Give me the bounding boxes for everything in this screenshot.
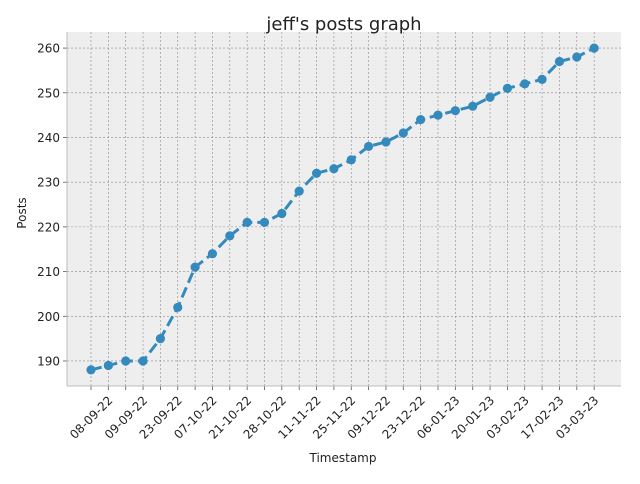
data-point — [554, 56, 565, 67]
data-point — [242, 217, 252, 228]
chart-title: jeff's posts graph — [265, 14, 421, 35]
grid — [67, 32, 621, 386]
y-tick-label: 210 — [37, 265, 60, 279]
plot-area — [67, 32, 621, 386]
y-tick-label: 230 — [37, 176, 60, 190]
data-point — [398, 128, 408, 138]
y-axis-label: Posts — [15, 197, 29, 228]
data-point — [259, 217, 270, 228]
data-point — [433, 110, 443, 120]
y-tick-label: 220 — [37, 220, 60, 234]
data-point — [294, 186, 304, 196]
data-point — [589, 43, 599, 53]
y-tick-label: 260 — [37, 42, 60, 56]
data-point — [155, 334, 165, 344]
data-point — [468, 101, 478, 111]
data-point — [329, 164, 339, 174]
data-point — [121, 356, 131, 366]
axes: 19020021022023024025026008-09-2209-09-22… — [37, 32, 621, 442]
data-point — [225, 231, 235, 241]
data-point — [520, 79, 530, 89]
y-tick-label: 250 — [37, 86, 60, 100]
series-layer — [86, 43, 599, 375]
data-point — [277, 208, 287, 219]
data-point — [207, 249, 218, 259]
data-point — [381, 137, 391, 147]
y-tick-label: 200 — [37, 310, 60, 324]
data-point — [173, 302, 183, 312]
x-axis-label: Timestamp — [309, 451, 377, 465]
data-point — [138, 356, 148, 366]
data-point — [190, 262, 200, 272]
y-tick-label: 190 — [37, 354, 60, 368]
data-point — [450, 106, 460, 116]
y-tick-label: 240 — [37, 131, 60, 145]
data-point — [364, 141, 374, 152]
data-point — [311, 168, 322, 178]
data-point — [86, 365, 96, 375]
data-point — [572, 52, 582, 62]
data-point — [502, 83, 512, 93]
data-point — [346, 155, 356, 165]
data-point — [416, 115, 426, 125]
data-point — [485, 92, 495, 102]
data-point — [103, 360, 113, 371]
data-point — [537, 74, 547, 84]
